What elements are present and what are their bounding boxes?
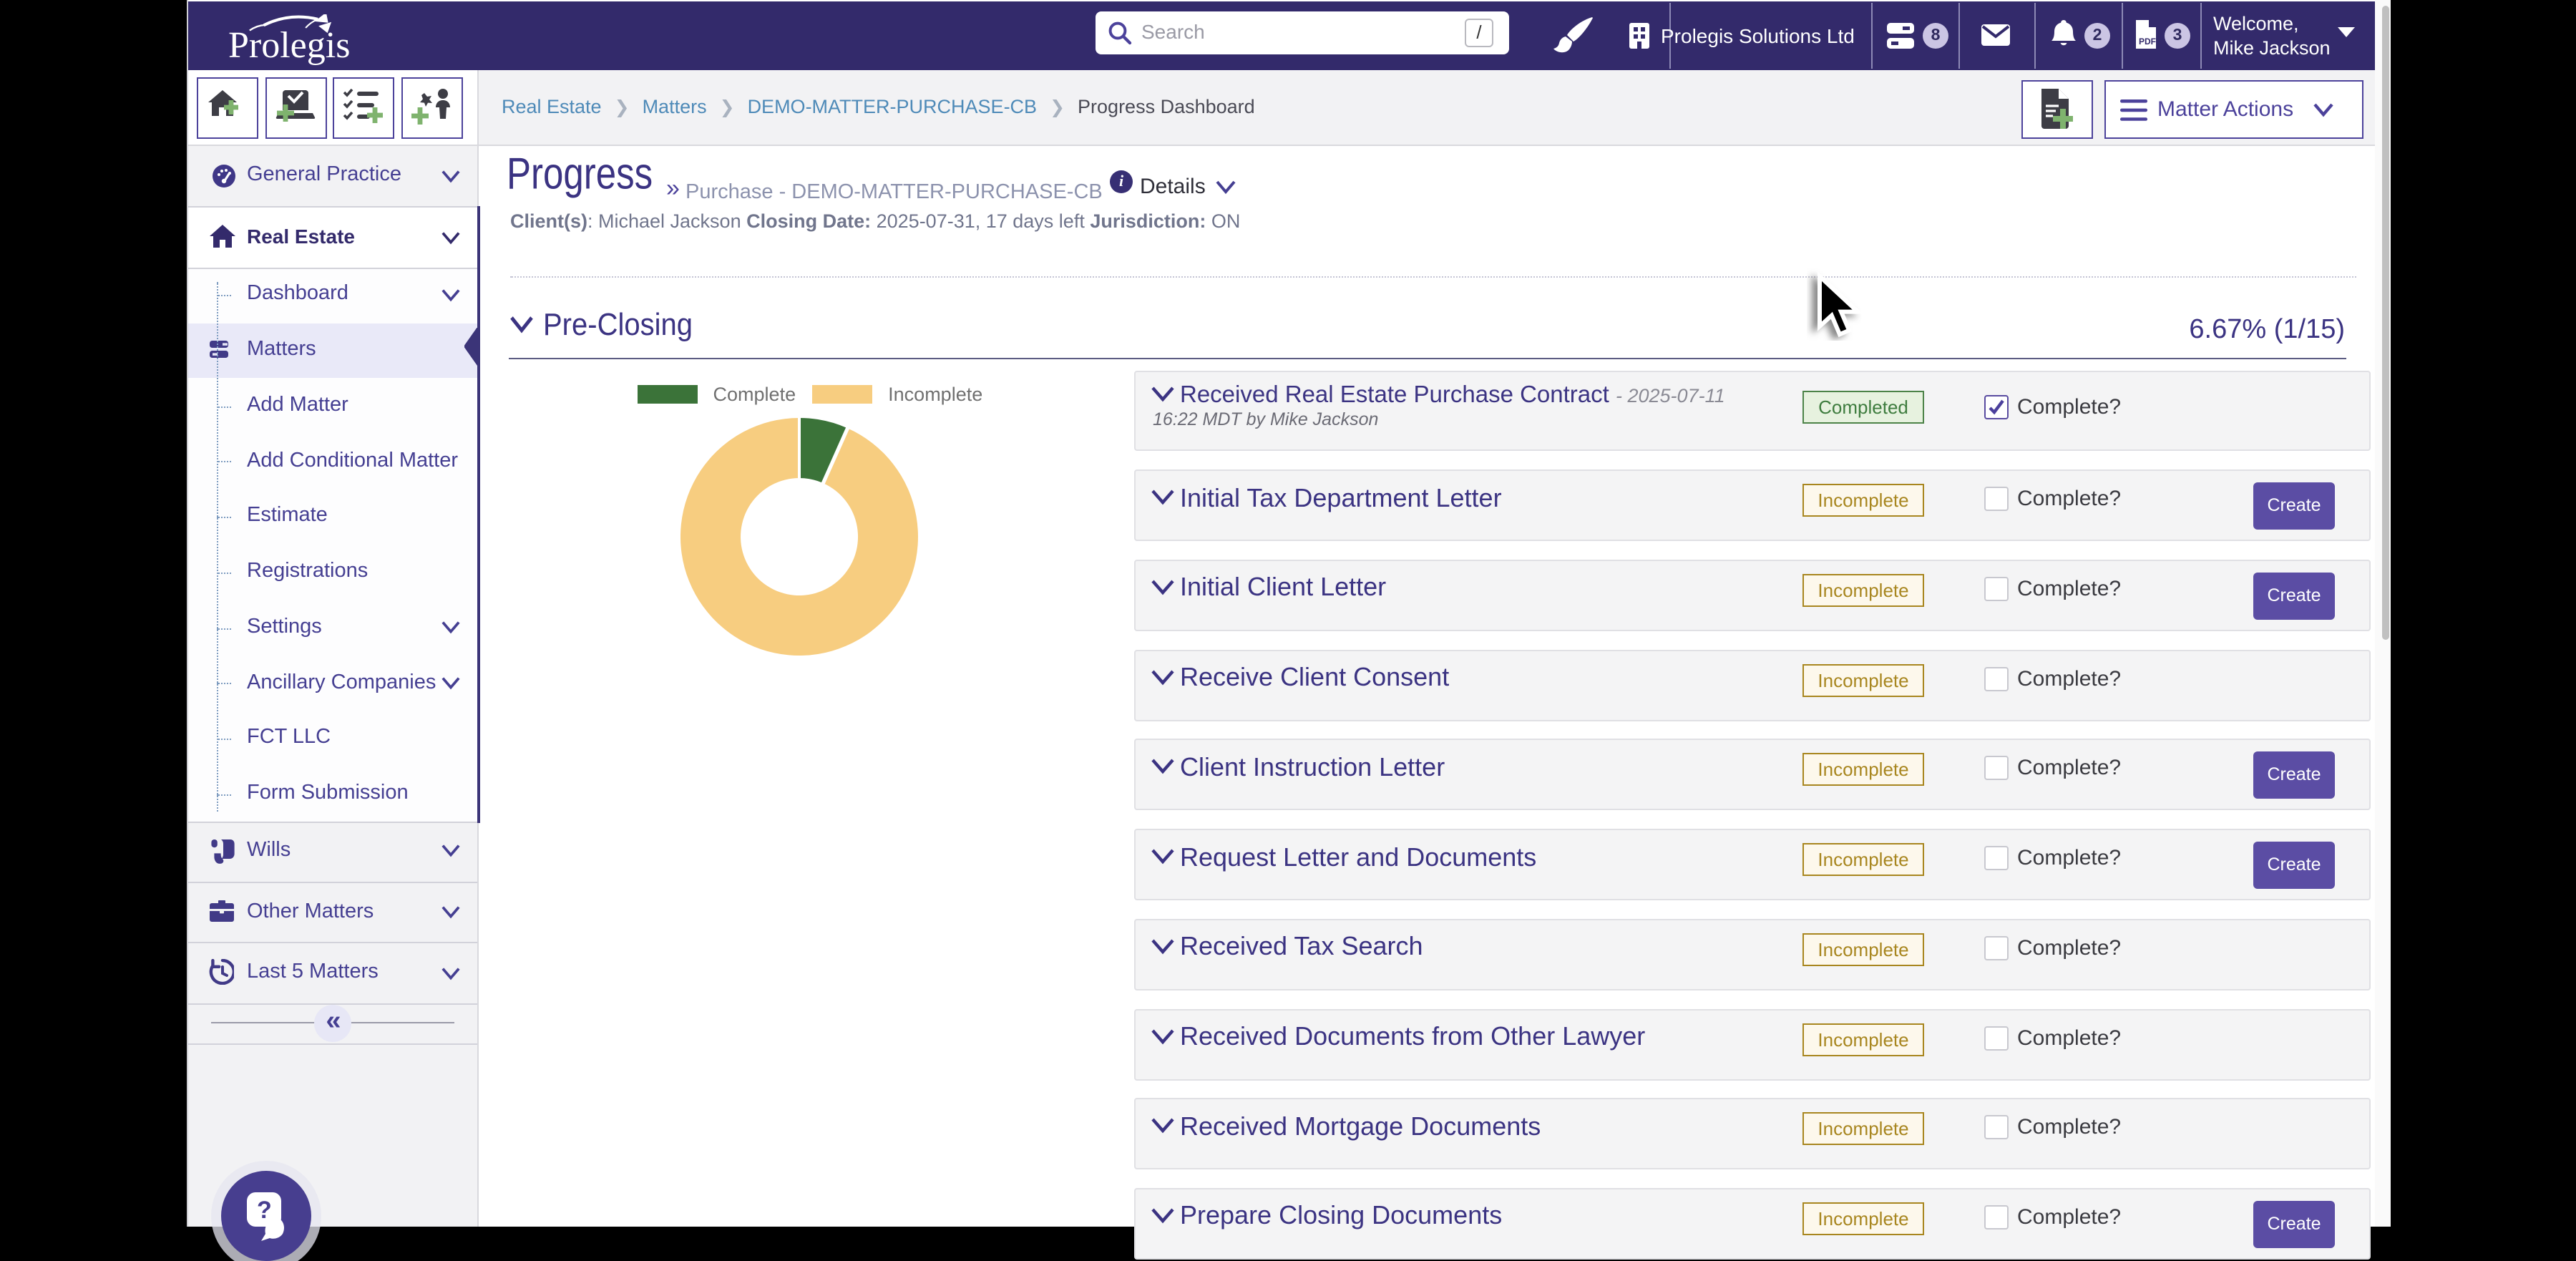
svg-text:?: ? [257,1197,272,1224]
svg-text:PDF: PDF [2139,36,2156,47]
